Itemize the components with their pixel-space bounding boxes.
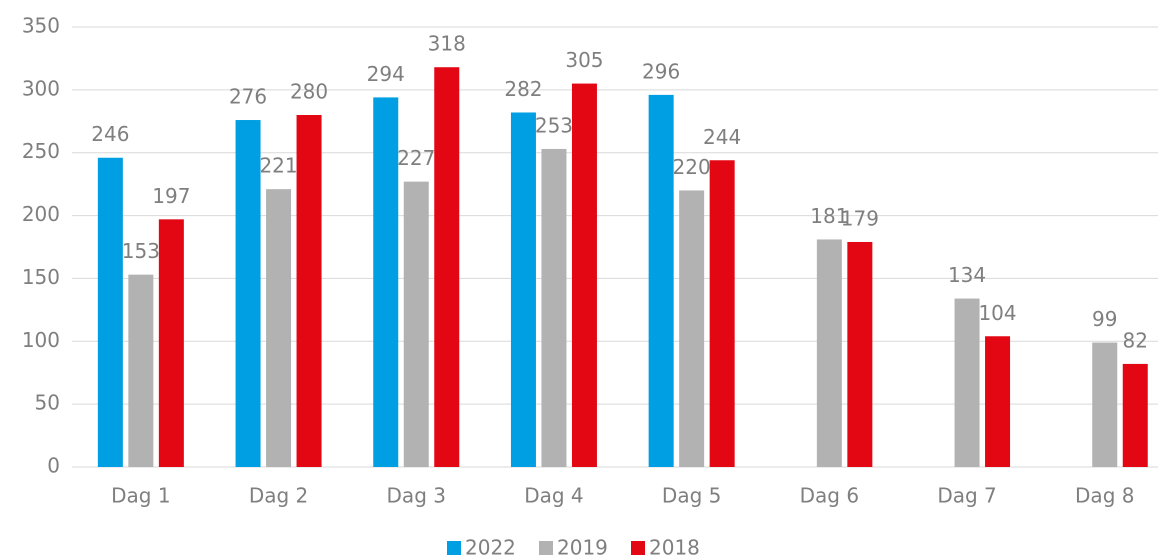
data-label: 318 — [428, 32, 466, 56]
legend-swatch — [631, 541, 645, 555]
bar — [1122, 363, 1148, 467]
data-label: 220 — [673, 155, 711, 179]
data-label: 99 — [1092, 307, 1117, 331]
y-tick-label: 300 — [22, 76, 60, 100]
data-label: 134 — [948, 263, 986, 287]
bar — [985, 336, 1011, 467]
data-label: 305 — [565, 48, 603, 72]
y-tick-label: 350 — [22, 14, 60, 38]
data-label: 244 — [703, 125, 741, 149]
bar — [541, 148, 567, 467]
bar — [679, 190, 705, 467]
bar — [847, 241, 873, 467]
bar — [1092, 342, 1118, 467]
legend-swatch — [539, 541, 553, 555]
x-tick-label: Dag 6 — [800, 484, 859, 508]
x-tick-label: Dag 4 — [524, 484, 583, 508]
data-label: 296 — [642, 59, 680, 83]
y-tick-label: 0 — [47, 454, 60, 478]
y-tick-label: 100 — [22, 328, 60, 352]
legend-swatch — [447, 541, 461, 555]
bar — [954, 298, 980, 467]
x-tick-label: Dag 2 — [249, 484, 308, 508]
bar — [97, 157, 123, 467]
bar — [648, 94, 674, 467]
data-label: 253 — [535, 113, 573, 137]
data-label: 197 — [152, 184, 190, 208]
bar — [571, 83, 597, 468]
x-tick-label: Dag 8 — [1075, 484, 1134, 508]
legend-label: 2019 — [557, 536, 608, 560]
bar — [373, 97, 399, 468]
bar — [158, 219, 184, 467]
y-tick-label: 50 — [35, 391, 60, 415]
bar — [403, 181, 429, 467]
data-label: 221 — [259, 154, 297, 178]
legend-label: 2022 — [465, 536, 516, 560]
legend-label: 2018 — [649, 536, 700, 560]
y-tick-label: 150 — [22, 265, 60, 289]
data-label: 294 — [367, 62, 405, 86]
x-tick-label: Dag 7 — [937, 484, 996, 508]
bar — [128, 274, 154, 467]
data-label: 82 — [1123, 328, 1148, 352]
data-label: 227 — [397, 146, 435, 170]
data-label: 104 — [978, 301, 1016, 325]
data-label: 276 — [229, 85, 267, 109]
data-label: 179 — [841, 206, 879, 230]
bar — [510, 112, 536, 467]
x-tick-label: Dag 1 — [111, 484, 170, 508]
y-tick-label: 250 — [22, 139, 60, 163]
data-label: 280 — [290, 80, 328, 104]
bar — [266, 189, 292, 467]
y-tick-label: 200 — [22, 202, 60, 226]
data-label: 153 — [122, 239, 160, 263]
data-label: 181 — [810, 204, 848, 228]
bar — [296, 115, 322, 467]
x-tick-label: Dag 3 — [387, 484, 446, 508]
x-tick-label: Dag 5 — [662, 484, 721, 508]
bar — [816, 239, 842, 467]
bar — [434, 67, 460, 467]
data-label: 246 — [91, 122, 129, 146]
bar — [709, 160, 735, 467]
bar — [235, 120, 261, 468]
data-label: 282 — [504, 77, 542, 101]
